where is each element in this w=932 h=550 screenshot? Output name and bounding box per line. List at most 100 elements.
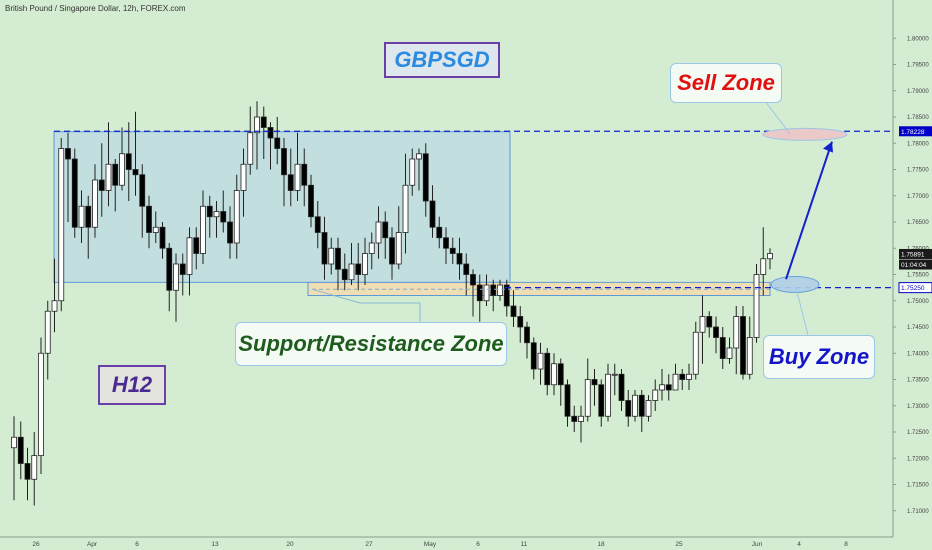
time-tick-label: 27 (365, 541, 373, 548)
projection-arrow (785, 141, 833, 280)
candle-body (578, 415, 584, 422)
candle-body (112, 163, 119, 186)
price-tick-label: 1.77000 (907, 194, 929, 200)
candle-body (11, 436, 17, 449)
buy-zone-ellipse (770, 275, 820, 293)
candle-body (240, 163, 247, 191)
last-price-badge (899, 248, 932, 259)
price-tick-label: 1.75500 (907, 273, 929, 279)
timeframe-label: H12 (98, 365, 166, 405)
time-tick-label: 6 (476, 541, 480, 548)
price-tick-label: 1.79000 (907, 89, 929, 95)
time-tick-label: May (424, 541, 437, 548)
time-axis-bg (0, 537, 893, 550)
last-price-badge (899, 259, 932, 270)
chart-title: British Pound / Singapore Dollar, 12h, F… (5, 4, 186, 13)
candle-body (767, 253, 773, 260)
candle-body (659, 384, 665, 391)
candle-body (24, 463, 31, 480)
candle-body (618, 373, 625, 401)
candle-body (490, 284, 497, 296)
candle-body (524, 326, 530, 344)
candle-body (672, 373, 679, 391)
sell-callout-pointer (764, 100, 791, 135)
candle-body (753, 274, 760, 338)
candle-body (611, 373, 618, 376)
candle-body (294, 163, 301, 191)
candle-body (645, 400, 652, 417)
candle-body (267, 127, 274, 139)
price-tick-label: 1.73000 (907, 404, 929, 410)
time-tick-label: 4 (797, 541, 801, 548)
candle-body (497, 284, 503, 296)
candle-body (733, 316, 740, 349)
candle-body (98, 179, 105, 191)
candle-body (436, 226, 443, 239)
candle-body (173, 263, 179, 291)
time-tick-label: 25 (675, 541, 683, 548)
candle-body (476, 284, 483, 302)
candle-body (166, 247, 173, 291)
candle-body (503, 284, 510, 307)
candle-body (665, 384, 672, 391)
candle-body (422, 153, 429, 202)
price-tick-label: 1.80000 (907, 36, 929, 42)
candle-body (220, 211, 227, 223)
candle-body (746, 337, 753, 375)
price-tick-label: 1.72000 (907, 456, 929, 462)
candle-body (301, 163, 308, 186)
candle-body (443, 237, 449, 249)
price-axis: 1.80000 1.79500 1.79000 1.78500 1.78000 1.775… (892, 0, 932, 550)
candle-body (152, 226, 159, 233)
candle-body (652, 389, 659, 401)
candle-body (186, 237, 193, 275)
candles-layer (11, 101, 773, 506)
time-tick-label: 20 (286, 541, 294, 548)
price-badge-text: 1.75250 (901, 285, 925, 292)
price-tick-label: 1.72500 (907, 430, 929, 436)
candle-body (368, 242, 375, 254)
price-tick-label: 1.73500 (907, 378, 929, 384)
time-tick-label: 6 (135, 541, 139, 548)
candle-body (179, 263, 186, 275)
candle-body (706, 316, 713, 328)
candle-body (598, 384, 605, 417)
time-tick-label: Jun (752, 541, 763, 548)
candle-body (159, 226, 166, 249)
candle-body (362, 253, 368, 275)
price-badge-text: 1.78228 (901, 129, 925, 136)
candle-body (679, 373, 686, 380)
sell-level-badge (899, 126, 932, 137)
candle-body (409, 158, 416, 186)
candle-body (38, 352, 44, 457)
candle-body (105, 163, 112, 191)
candle-body (557, 363, 564, 386)
sell-zone-ellipse (762, 127, 848, 141)
candle-body (17, 436, 24, 464)
candle-body (92, 179, 98, 228)
candle-body (125, 153, 132, 170)
time-tick-label: 13 (211, 541, 219, 548)
levels-layer (54, 100, 893, 336)
price-tick-label: 1.71500 (907, 483, 929, 489)
time-tick-label: 26 (32, 541, 40, 548)
buy-zone-label: Buy Zone (763, 335, 875, 379)
time-tick-label: Apr (87, 541, 98, 548)
candle-body (517, 316, 524, 328)
candle-body (51, 300, 58, 312)
candle-body (726, 347, 733, 359)
candle-body (740, 316, 746, 375)
buy-level-badge (898, 282, 932, 294)
candle-body (44, 310, 51, 354)
candle-body (686, 373, 692, 380)
price-tick-label: 1.74000 (907, 351, 929, 357)
candle-body (314, 216, 321, 233)
candle-body (449, 247, 456, 254)
candle-body (119, 153, 125, 186)
candle-body (254, 116, 260, 134)
candle-body (213, 211, 220, 218)
candle-body (591, 379, 598, 386)
candle-body (551, 363, 557, 386)
time-tick-label: 18 (597, 541, 605, 548)
